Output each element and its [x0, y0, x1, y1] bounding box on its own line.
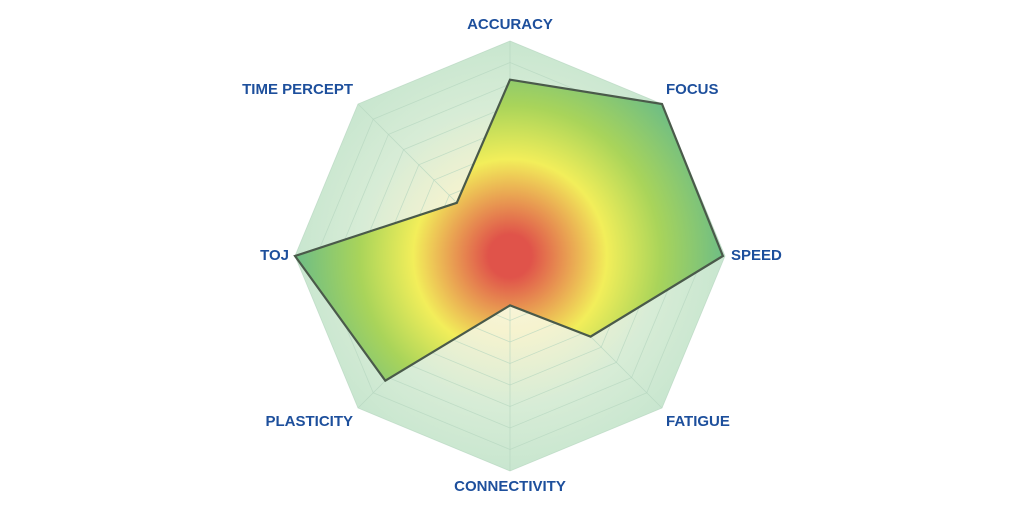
axis-label-focus: FOCUS — [666, 81, 719, 98]
axis-label-time-percept: TIME PERCEPT — [242, 81, 353, 98]
axis-label-toj: TOJ — [260, 247, 289, 264]
axis-label-plasticity: PLASTICITY — [265, 413, 353, 430]
axis-label-connectivity: CONNECTIVITY — [454, 478, 566, 495]
axis-label-speed: SPEED — [731, 247, 782, 264]
axis-label-accuracy: ACCURACY — [467, 16, 553, 33]
series-area — [293, 78, 725, 383]
axis-labels: ACCURACY FOCUS SPEED FATIGUE CONNECTIVITY PLA… — [242, 16, 782, 495]
axis-label-fatigue: FATIGUE — [666, 413, 730, 430]
radar-series-layer — [293, 78, 725, 383]
